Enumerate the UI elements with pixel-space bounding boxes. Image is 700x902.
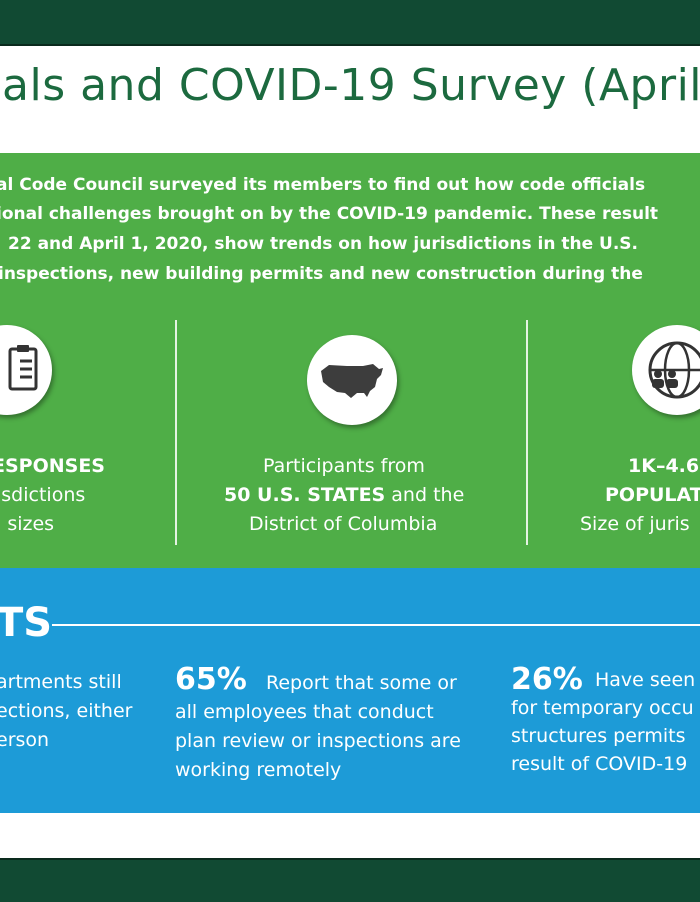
globe-people-icon: [632, 325, 700, 415]
top-frame-bar: [0, 0, 700, 46]
stats-divider: [175, 320, 177, 545]
finding-right-line-4: result of COVID-19: [511, 753, 688, 775]
slide-header: als and COVID-19 Survey (April 2: [0, 46, 700, 153]
stat-middle-line-3: District of Columbia: [249, 513, 438, 535]
finding-middle-percent: 65%: [175, 662, 247, 697]
intro-band: al Code Council surveyed its members to …: [0, 153, 700, 295]
stat-left-line-1: ESPONSES: [0, 455, 105, 477]
finding-middle-line-1: Report that some or: [266, 672, 457, 694]
slide-title: als and COVID-19 Survey (April 2: [2, 60, 700, 111]
stat-right-line-2: POPULAT: [605, 484, 700, 506]
stat-middle-line-2: 50 U.S. STATES and the: [224, 484, 465, 506]
finding-middle-line-3: plan review or inspections are: [175, 730, 461, 752]
finding-left-line-3: erson: [0, 729, 50, 751]
intro-line-3: 22 and April 1, 2020, show trends on how…: [8, 234, 638, 254]
finding-middle-line-2: all employees that conduct: [175, 701, 434, 723]
finding-left-line-2: ections, either: [0, 700, 133, 722]
stats-divider: [526, 320, 528, 545]
slide-bottom-margin: [0, 813, 700, 858]
intro-line-1: al Code Council surveyed its members to …: [0, 175, 646, 195]
key-findings-band: TS artments still ections, either erson …: [0, 568, 700, 813]
finding-middle-line-4: working remotely: [175, 759, 342, 781]
intro-line-2: ional challenges brought on by the COVID…: [0, 204, 659, 224]
stat-middle-line-1: Participants from: [263, 455, 425, 477]
finding-right-line-1: Have seen: [595, 669, 696, 691]
clipboard-icon: [0, 325, 52, 415]
stat-right-line-1: 1K–4.6: [628, 455, 700, 477]
stats-band: ESPONSES isdictions l sizes Participants…: [0, 295, 700, 568]
stat-right-line-3: Size of juris: [580, 513, 690, 535]
stat-left-line-2: isdictions: [0, 484, 86, 506]
us-map-icon: [307, 335, 397, 425]
stat-left-line-3: l sizes: [0, 513, 55, 535]
finding-right-percent: 26%: [511, 662, 583, 697]
intro-line-4: inspections, new building permits and ne…: [0, 264, 643, 284]
heading-rule: [52, 624, 700, 626]
finding-left-line-1: artments still: [0, 671, 122, 693]
key-findings-heading: TS: [0, 600, 53, 646]
bottom-frame-bar: [0, 858, 700, 902]
finding-right-line-2: for temporary occu: [511, 697, 694, 719]
finding-right-line-3: structures permits: [511, 725, 686, 747]
